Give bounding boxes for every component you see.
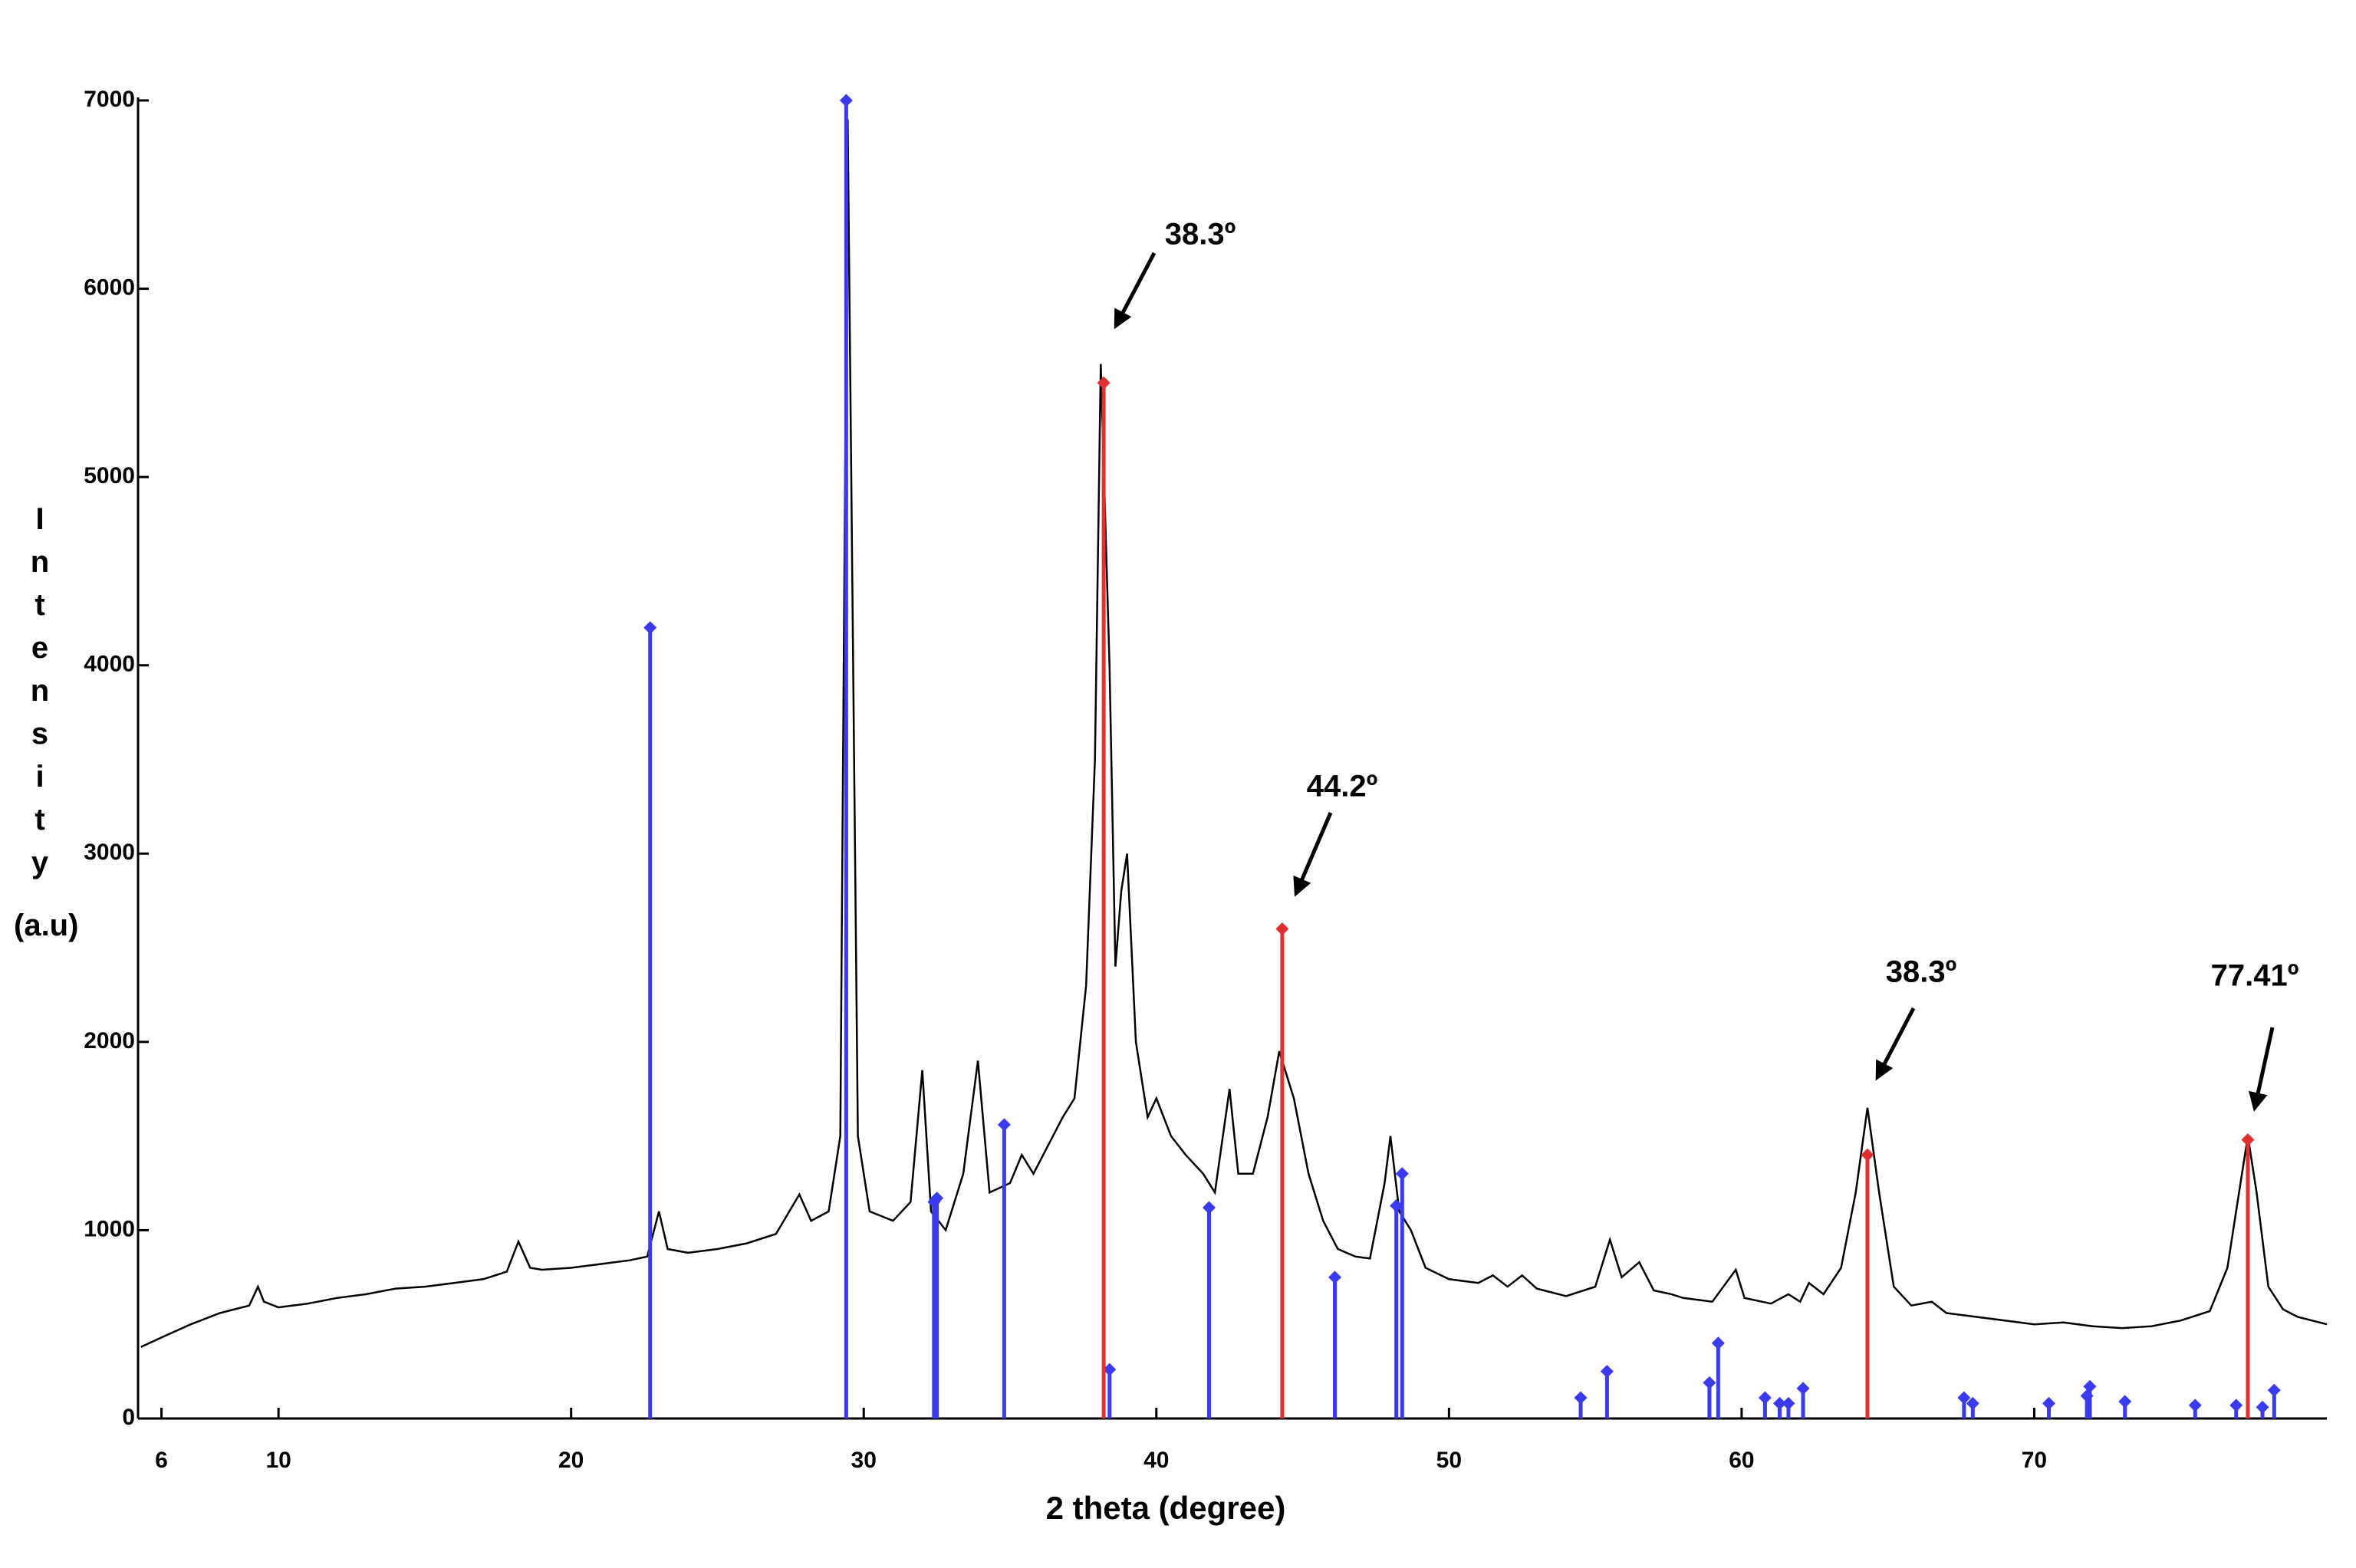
stick-marker <box>1796 1382 1810 1395</box>
stick-marker <box>1103 1363 1117 1376</box>
x-tick-label: 40 <box>1143 1448 1169 1473</box>
x-tick-label: 30 <box>851 1448 877 1473</box>
stick-marker <box>1328 1271 1342 1284</box>
y-axis-unit: (a.u) <box>14 909 79 942</box>
annotation: 77.41º <box>2211 959 2299 993</box>
stick-marker <box>1782 1396 1795 1410</box>
stick-marker <box>1861 1148 1874 1162</box>
annotation: 38.3º <box>1165 218 1236 251</box>
x-axis-label: 2 theta (degree) <box>1046 1490 1286 1526</box>
y-tick-label: 3000 <box>84 840 135 865</box>
y-tick-label: 0 <box>122 1405 135 1430</box>
y-tick-label: 7000 <box>84 87 135 112</box>
stick-marker <box>1275 922 1289 935</box>
annotation-arrow <box>1875 1007 1916 1081</box>
stick-marker <box>1957 1391 1971 1405</box>
stick-marker <box>1966 1396 1979 1410</box>
stick-marker <box>1390 1199 1403 1212</box>
x-tick-label: 50 <box>1436 1448 1462 1473</box>
stick-marker <box>1758 1391 1772 1405</box>
stick-marker <box>2042 1396 2056 1410</box>
stick-marker <box>1703 1376 1716 1389</box>
stick-marker <box>2267 1383 2281 1397</box>
y-tick-label: 5000 <box>84 463 135 488</box>
stick-marker <box>2188 1399 2202 1412</box>
x-tick-label: 20 <box>558 1448 584 1473</box>
stick-marker <box>1097 376 1111 390</box>
x-tick-label: 6 <box>155 1448 168 1473</box>
stick-marker <box>1773 1396 1786 1410</box>
x-tick-label: 60 <box>1729 1448 1754 1473</box>
stick-marker <box>2083 1379 2097 1393</box>
y-tick-label: 4000 <box>84 652 135 677</box>
stick-marker <box>2241 1133 2255 1147</box>
annotation-arrow <box>1114 251 1157 330</box>
stick-marker <box>2256 1400 2269 1414</box>
stick-marker <box>1711 1336 1725 1350</box>
stick-marker <box>643 621 657 635</box>
x-tick-label: 10 <box>265 1448 291 1473</box>
stick-marker <box>2229 1399 2243 1412</box>
stick-marker <box>2118 1395 2132 1409</box>
stick-marker <box>1600 1365 1614 1379</box>
stick-marker <box>930 1192 944 1205</box>
stick-marker <box>839 94 853 107</box>
stick-marker <box>1574 1391 1588 1405</box>
stick-marker <box>1202 1201 1216 1215</box>
y-tick-label: 6000 <box>84 274 135 300</box>
x-tick-label: 70 <box>2022 1448 2047 1473</box>
stick-marker <box>1395 1167 1409 1181</box>
annotation-arrow <box>2249 1027 2275 1112</box>
y-tick-label: 2000 <box>84 1028 135 1054</box>
stick-marker <box>997 1118 1011 1132</box>
y-tick-label: 1000 <box>84 1216 135 1241</box>
y-axis-label: Intensity <box>23 502 57 889</box>
annotation: 44.2º <box>1307 770 1377 804</box>
pattern-line <box>140 119 2328 1348</box>
annotation-arrow <box>1293 812 1333 897</box>
annotation: 38.3º <box>1886 955 1956 989</box>
